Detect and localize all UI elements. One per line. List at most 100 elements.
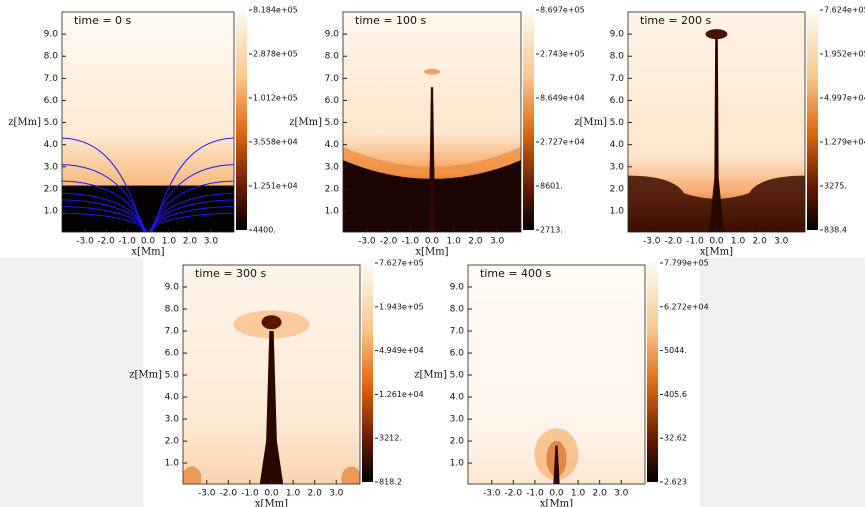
x-tick-label: -3.0 (76, 237, 94, 247)
colorbar-tick-label: 5044. (664, 346, 687, 355)
y-axis-label: z[Mm] (8, 117, 41, 128)
x-tick-label: 1.0 (162, 237, 177, 247)
y-tick-label: 8.0 (325, 52, 340, 62)
panel-title: time = 400 s (480, 267, 552, 280)
colorbar-tick-label: 7.627e+05 (379, 259, 424, 268)
colorbar (362, 263, 373, 482)
jet (705, 29, 728, 40)
x-tick-label: 2.0 (183, 237, 198, 247)
x-tick-label: 0.0 (264, 489, 279, 499)
x-tick-label: 3.0 (774, 237, 789, 247)
jet (428, 87, 436, 232)
y-tick-label: 3.0 (44, 162, 59, 172)
x-tick-label: 0.0 (425, 237, 440, 247)
y-tick-label: 6.0 (610, 96, 625, 106)
x-axis-label: x[Mm] (700, 247, 733, 258)
heatmap-image (183, 466, 202, 484)
colorbar (647, 263, 658, 482)
x-tick-label: 0.0 (709, 237, 724, 247)
y-tick-label: 7.0 (44, 74, 59, 84)
jet (424, 68, 440, 75)
y-tick-label: 3.0 (450, 415, 465, 425)
x-axis-label: x[Mm] (131, 247, 164, 258)
y-tick-label: 8.0 (450, 305, 465, 315)
colorbar-tick-label: 8.184e+05 (253, 6, 298, 15)
y-tick-label: 2.0 (165, 437, 180, 447)
heatmap (183, 265, 360, 484)
colorbar-tick-label: 838.4 (824, 226, 847, 235)
x-tick-label: -3.0 (643, 237, 661, 247)
y-tick-label: 1.0 (450, 459, 465, 469)
jet (261, 315, 282, 330)
colorbar (236, 10, 247, 230)
colorbar-tick-label: 7.799e+05 (664, 259, 709, 268)
y-tick-label: 7.0 (325, 74, 340, 84)
colorbar-tick-label: 6.272e+04 (664, 302, 709, 311)
y-tick-label: 9.0 (325, 30, 340, 40)
y-tick-label: 4.0 (44, 140, 59, 150)
y-tick-label: 9.0 (165, 283, 180, 293)
y-tick-label: 9.0 (610, 30, 625, 40)
colorbar-tick-label: 4.997e+04 (824, 93, 865, 102)
colorbar-tick-label: 2713. (540, 226, 563, 235)
colorbar-tick-label: 1.012e+05 (253, 93, 298, 102)
y-tick-label: 9.0 (450, 283, 465, 293)
colorbar-tick-label: 8601. (540, 182, 563, 191)
y-tick-label: 1.0 (610, 206, 625, 216)
y-tick-label: 2.0 (325, 184, 340, 194)
panel-title: time = 300 s (195, 267, 267, 280)
y-tick-label: 6.0 (450, 349, 465, 359)
y-tick-label: 1.0 (325, 206, 340, 216)
y-tick-label: 4.0 (325, 140, 340, 150)
colorbar-tick-label: 1.952e+05 (824, 49, 865, 58)
x-tick-label: -2.0 (380, 237, 398, 247)
y-tick-label: 7.0 (610, 74, 625, 84)
x-tick-label: -1.0 (402, 237, 420, 247)
colorbar-tick-label: 2.623 (664, 478, 687, 487)
y-tick-label: 3.0 (325, 162, 340, 172)
y-tick-label: 5.0 (325, 118, 340, 128)
x-tick-label: 1.0 (731, 237, 746, 247)
x-tick-label: 3.0 (490, 237, 505, 247)
y-tick-label: 3.0 (610, 162, 625, 172)
y-tick-label: 7.0 (450, 327, 465, 337)
heatmap (468, 265, 645, 484)
colorbar (807, 10, 818, 230)
colorbar-tick-label: 7.624e+05 (824, 6, 865, 15)
heatmap-image (341, 466, 360, 484)
x-tick-label: 3.0 (329, 489, 344, 499)
y-tick-label: 4.0 (610, 140, 625, 150)
y-tick-label: 1.0 (44, 206, 59, 216)
heatmap (62, 12, 234, 232)
y-tick-label: 9.0 (44, 30, 59, 40)
y-tick-label: 5.0 (610, 118, 625, 128)
colorbar-tick-label: 818.2 (379, 478, 402, 487)
colorbar-tick-label: 2.727e+04 (540, 138, 585, 147)
x-tick-label: -1.0 (686, 237, 704, 247)
x-tick-label: 1.0 (571, 489, 586, 499)
x-tick-label: -2.0 (97, 237, 115, 247)
colorbar-tick-label: 8.649e+04 (540, 94, 585, 103)
colorbar-tick-label: 1.943e+05 (379, 302, 424, 311)
colorbar-tick-label: 1.261e+04 (379, 390, 424, 399)
colorbar-tick-label: 4400. (253, 226, 276, 235)
y-axis-label: z[Mm] (129, 370, 162, 381)
y-tick-label: 8.0 (610, 52, 625, 62)
panel-title: time = 100 s (355, 14, 427, 27)
x-tick-label: 2.0 (308, 489, 323, 499)
panel-title: time = 0 s (74, 14, 132, 27)
x-axis-label: x[Mm] (540, 499, 573, 507)
y-axis-label: z[Mm] (414, 370, 447, 381)
panel-title: time = 200 s (640, 14, 712, 27)
y-axis-label: z[Mm] (574, 117, 607, 128)
x-tick-label: 0.0 (549, 489, 564, 499)
colorbar-tick-label: 1.251e+04 (253, 182, 298, 191)
x-tick-label: -3.0 (358, 237, 376, 247)
x-tick-label: -1.0 (526, 489, 544, 499)
x-tick-label: -1.0 (118, 237, 136, 247)
y-tick-label: 2.0 (44, 184, 59, 194)
x-tick-label: 2.0 (593, 489, 608, 499)
colorbar-tick-label: 3.558e+04 (253, 138, 298, 147)
colorbar-tick-label: 2.878e+05 (253, 49, 298, 58)
